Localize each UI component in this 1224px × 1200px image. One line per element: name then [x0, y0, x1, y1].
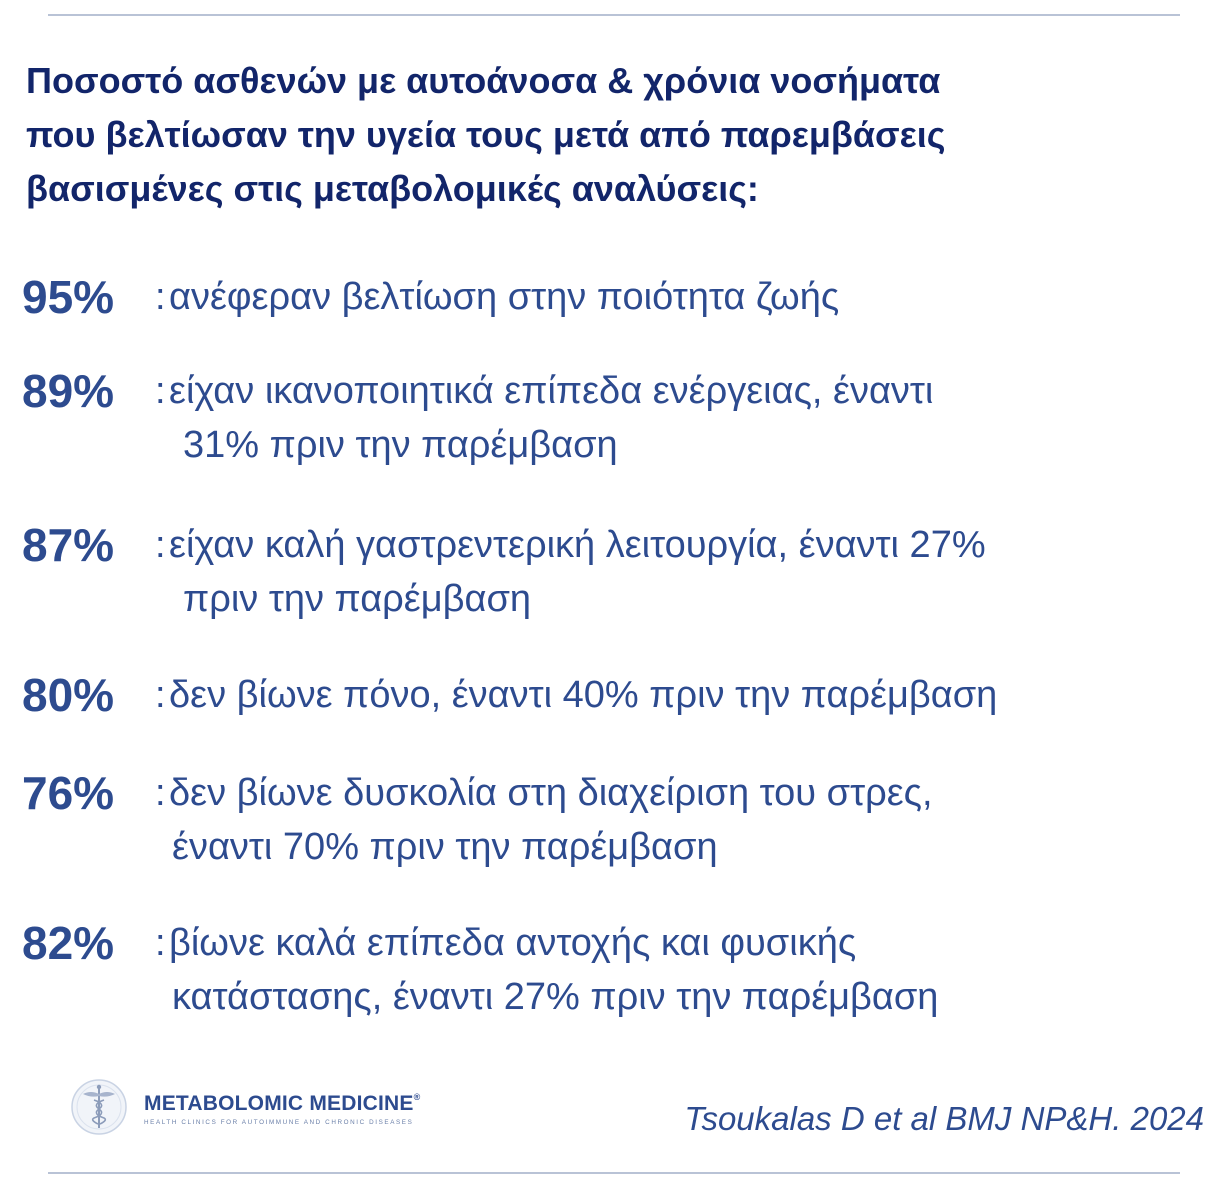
logo-tagline: HEALTH CLINICS FOR AUTOIMMUNE AND CHRONI… [144, 1119, 414, 1126]
caduceus-icon [71, 1079, 127, 1135]
stat-line: πριν την παρέμβαση [183, 578, 532, 620]
stat-colon: : [155, 922, 166, 964]
stat-description: ανέφεραν βελτίωση στην ποιότητα ζωής [169, 270, 1219, 324]
stat-line: είχαν καλή γαστρεντερική λειτουργία, ένα… [169, 524, 986, 566]
citation: Tsoukalas D et al BMJ NP&H. 2024 [684, 1100, 1204, 1137]
stat-line: δεν βίωνε πόνο, έναντι 40% πριν την παρέ… [169, 674, 998, 716]
stat-colon: : [155, 524, 166, 566]
stat-percent: 80% [22, 669, 115, 721]
stat-percent: 76% [22, 767, 115, 819]
stat-percent: 82% [22, 917, 115, 969]
stat-line: είχαν ικανοποιητικά επίπεδα ενέργειας, έ… [169, 370, 934, 412]
stat-line: κατάστασης, έναντι 27% πριν την παρέμβασ… [172, 976, 939, 1018]
stat-colon: : [155, 772, 166, 814]
stat-description: είχαν ικανοποιητικά επίπεδα ενέργειας, έ… [169, 364, 1219, 472]
stat-colon: : [155, 276, 166, 318]
stat-line: βίωνε καλά επίπεδα αντοχής και φυσικής [169, 922, 857, 964]
stat-colon: : [155, 674, 166, 716]
title-line: Ποσοστό ασθενών με αυτοάνοσα & χρόνια νο… [26, 60, 941, 101]
stat-description: δεν βίωνε πόνο, έναντι 40% πριν την παρέ… [169, 668, 1219, 722]
stat-line: έναντι 70% πριν την παρέμβαση [172, 826, 718, 868]
stat-percent: 87% [22, 519, 115, 571]
stat-percent: 95% [22, 271, 115, 323]
stat-description: βίωνε καλά επίπεδα αντοχής και φυσικής κ… [169, 916, 1219, 1024]
top-divider [48, 14, 1180, 16]
metabolomic-medicine-logo: METABOLOMIC MEDICINE® HEALTH CLINICS FOR… [70, 1078, 490, 1138]
stat-percent: 89% [22, 365, 115, 417]
stat-colon: : [155, 370, 166, 412]
stat-line: ανέφεραν βελτίωση στην ποιότητα ζωής [169, 276, 840, 318]
logo-brand-name: METABOLOMIC MEDICINE® [144, 1092, 421, 1115]
page-title: Ποσοστό ασθενών με αυτοάνοσα & χρόνια νο… [26, 54, 1196, 216]
title-line: που βελτίωσαν την υγεία τους μετά από πα… [26, 114, 946, 155]
title-line: βασισμένες στις μεταβολομικές αναλύσεις: [26, 168, 759, 209]
stat-line: 31% πριν την παρέμβαση [183, 424, 618, 466]
stat-description: δεν βίωνε δυσκολία στη διαχείριση του στ… [169, 766, 1219, 874]
stat-line: δεν βίωνε δυσκολία στη διαχείριση του στ… [169, 772, 933, 814]
bottom-divider [48, 1172, 1180, 1174]
stat-description: είχαν καλή γαστρεντερική λειτουργία, ένα… [169, 518, 1219, 626]
